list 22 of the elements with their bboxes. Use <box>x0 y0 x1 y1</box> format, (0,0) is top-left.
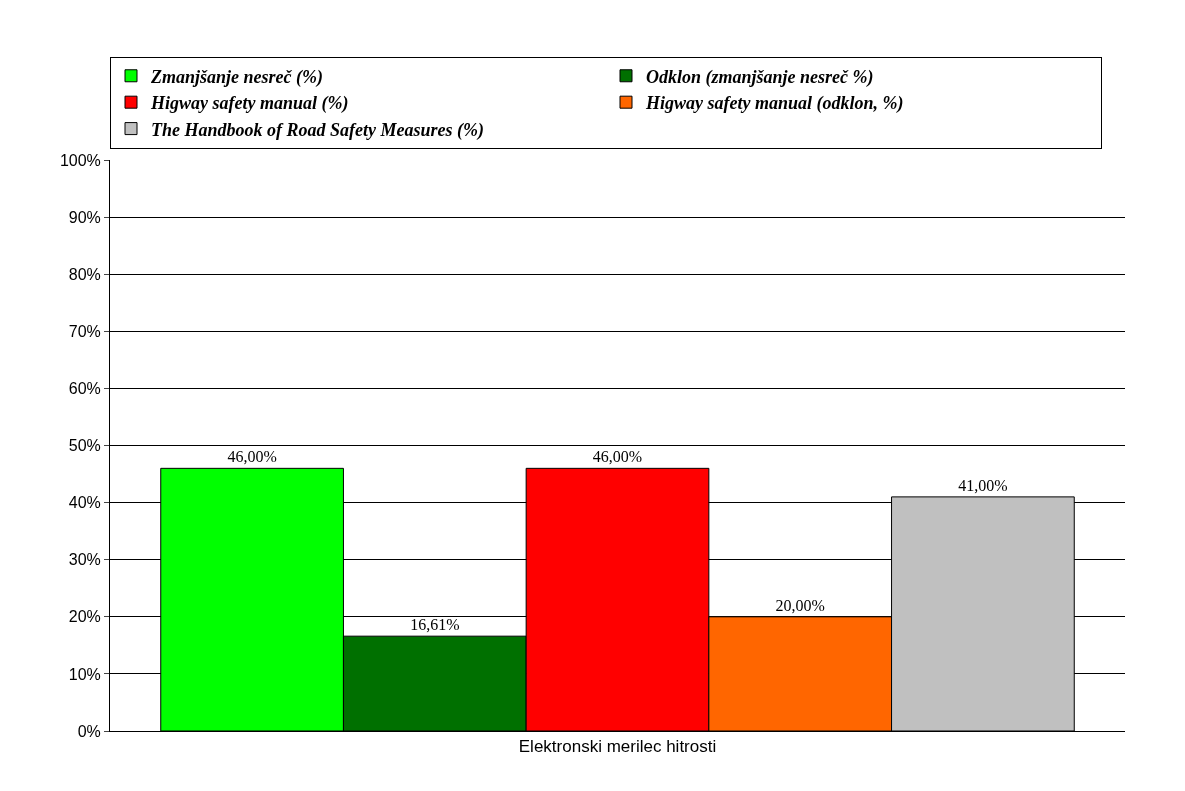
x-tick-label: Elektronski merilec hitrosti <box>518 737 717 757</box>
data-label: 16,61% <box>410 616 460 634</box>
y-tick-label: 60% <box>68 380 101 397</box>
legend-label: Higway safety manual (%) <box>150 93 349 115</box>
data-label: 41,00% <box>958 476 1008 494</box>
y-tick-label: 70% <box>68 322 101 340</box>
legend-label: Higway safety manual (odklon, %) <box>645 93 904 115</box>
data-label: 46,00% <box>227 448 277 466</box>
legend-label: Odklon (zmanjšanje nesreč %) <box>646 66 874 88</box>
y-tick-label: 40% <box>68 494 101 512</box>
legend-label: The Handbook of Road Safety Measures (%) <box>151 119 484 141</box>
y-tick-label: 50% <box>68 437 101 455</box>
y-tick-label: 80% <box>68 265 101 283</box>
y-tick-label: 90% <box>68 208 101 226</box>
y-tick-label: 0% <box>77 722 101 740</box>
data-label: 20,00% <box>775 596 825 614</box>
y-tick-label: 20% <box>68 608 101 626</box>
y-tick-label: 30% <box>68 551 101 569</box>
y-tick-label: 100% <box>59 151 101 169</box>
data-label: 46,00% <box>592 448 643 466</box>
y-tick-label: 10% <box>68 665 101 683</box>
legend-label: Zmanjšanje nesreč (%) <box>150 66 323 88</box>
